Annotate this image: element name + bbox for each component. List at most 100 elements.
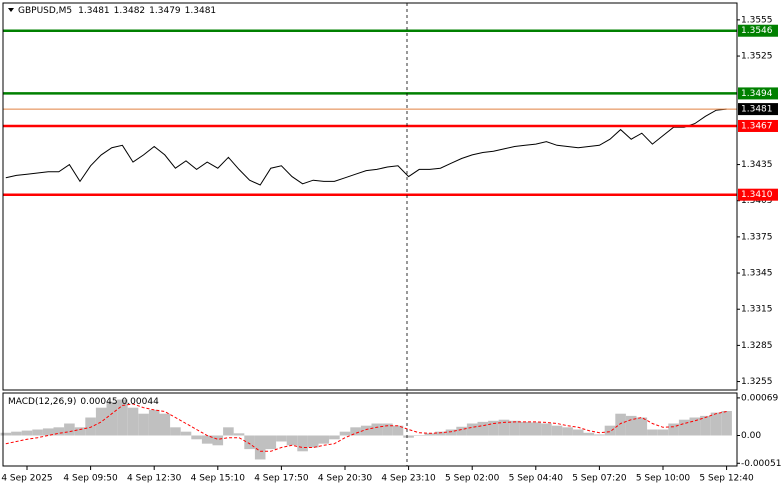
macd-bar [297, 435, 308, 452]
x-tick-label: 4 Sep 17:50 [254, 474, 309, 484]
level-label-box [738, 24, 778, 37]
macd-name: MACD(12,26,9) [8, 397, 76, 407]
macd-bar [307, 435, 319, 448]
macd-panel [0, 399, 732, 460]
macd-bar [689, 417, 701, 436]
macd-bar [636, 417, 648, 436]
level-label: 1.3494 [741, 89, 773, 99]
x-tick-label: 4 Sep 12:30 [127, 474, 182, 484]
price-line [5, 108, 727, 186]
macd-bar [710, 412, 722, 436]
macd-bar [435, 431, 446, 436]
signal-line [5, 403, 727, 452]
macd-bar [180, 431, 192, 436]
y-tick-label: 1.3315 [741, 305, 773, 315]
macd-bar [445, 429, 457, 436]
macd-bar [11, 431, 22, 436]
x-tick-label: 5 Sep 04:40 [509, 474, 564, 484]
macd-bar [509, 420, 520, 436]
macd-bar [424, 433, 436, 436]
macd-bar [615, 413, 626, 436]
macd-bar [170, 427, 181, 436]
y-tick-label: -0.00051 [741, 459, 781, 469]
macd-bar [403, 435, 414, 438]
x-tick-label: 5 Sep 07:20 [572, 474, 627, 484]
y-tick-label: 1.3345 [741, 269, 773, 279]
macd-bar [74, 427, 86, 436]
level-label-box [738, 103, 778, 116]
macd-bar [382, 423, 393, 436]
level-label: 1.3410 [741, 190, 773, 200]
macd-value: 0.00045 [80, 397, 117, 407]
macd-bar [339, 431, 351, 436]
x-tick-label: 4 Sep 2025 [1, 474, 52, 484]
macd-bar [392, 425, 404, 436]
y-tick-label: 0.00069 [741, 393, 778, 403]
macd-frame [2, 392, 738, 467]
macd-bar [223, 427, 234, 436]
macd-bar [329, 435, 340, 440]
macd-bar [413, 435, 425, 436]
level-label: 1.3481 [741, 105, 773, 115]
macd-bar [668, 423, 679, 436]
close-value: 1.3481 [185, 6, 217, 16]
level-label-box [738, 119, 778, 132]
macd-bar [53, 427, 65, 436]
macd-bar [350, 427, 361, 436]
y-tick-label: 1.3255 [741, 377, 773, 387]
macd-bar [254, 435, 266, 460]
macd-bar [286, 435, 298, 446]
price-panel [3, 29, 737, 196]
x-tick-label: 4 Sep 20:30 [318, 474, 373, 484]
y-tick-label: 1.3525 [741, 52, 773, 62]
menu-arrow [8, 8, 14, 12]
macd-bar [276, 435, 287, 442]
macd-bar [360, 425, 372, 436]
x-tick-label: 5 Sep 02:00 [445, 474, 500, 484]
macd-bar [64, 423, 75, 436]
price-frame [2, 2, 738, 391]
macd-bar [233, 433, 245, 436]
macd-bar [530, 422, 542, 436]
signal-value: 0.00044 [122, 397, 159, 407]
macd-bar [106, 401, 118, 436]
macd-bar [138, 413, 149, 436]
macd-bar [371, 423, 383, 436]
x-tick-label: 4 Sep 23:10 [381, 474, 436, 484]
y-tick-label: 1.3555 [741, 15, 773, 25]
macd-bar [318, 435, 330, 444]
low-value: 1.3479 [149, 6, 181, 16]
macd-bar [572, 429, 584, 436]
y-tick-label: 1.3375 [741, 232, 773, 242]
macd-bar [562, 427, 573, 436]
macd-bar [0, 432, 12, 436]
macd-bar [127, 407, 139, 436]
y-tick-label: 1.3405 [741, 196, 773, 206]
macd-bar [625, 415, 637, 436]
macd-bar [265, 435, 277, 450]
macd-bar [647, 429, 658, 436]
macd-bar [541, 423, 552, 436]
level-label-box [738, 188, 778, 201]
macd-bar [85, 417, 96, 436]
chart-title: GBPUSD,M5 1.3481 1.3482 1.3479 1.3481 [18, 6, 216, 16]
macd-bar [498, 419, 510, 436]
macd-bar [519, 421, 531, 436]
macd-bar [700, 415, 711, 436]
x-tick-label: 5 Sep 12:40 [699, 474, 754, 484]
macd-bar [159, 413, 171, 436]
macd-bar [95, 407, 107, 436]
macd-bar [21, 430, 33, 436]
macd-bar [117, 399, 128, 436]
macd-bar [594, 434, 605, 436]
level-label: 1.3546 [741, 26, 773, 36]
y-tick-label: 0.00 [741, 431, 761, 441]
macd-bar [657, 429, 669, 436]
y-tick-label: 1.3285 [741, 341, 773, 351]
high-value: 1.3482 [114, 6, 146, 16]
macd-bar [191, 435, 202, 440]
macd-bar [583, 432, 595, 436]
macd-bar [721, 410, 732, 436]
